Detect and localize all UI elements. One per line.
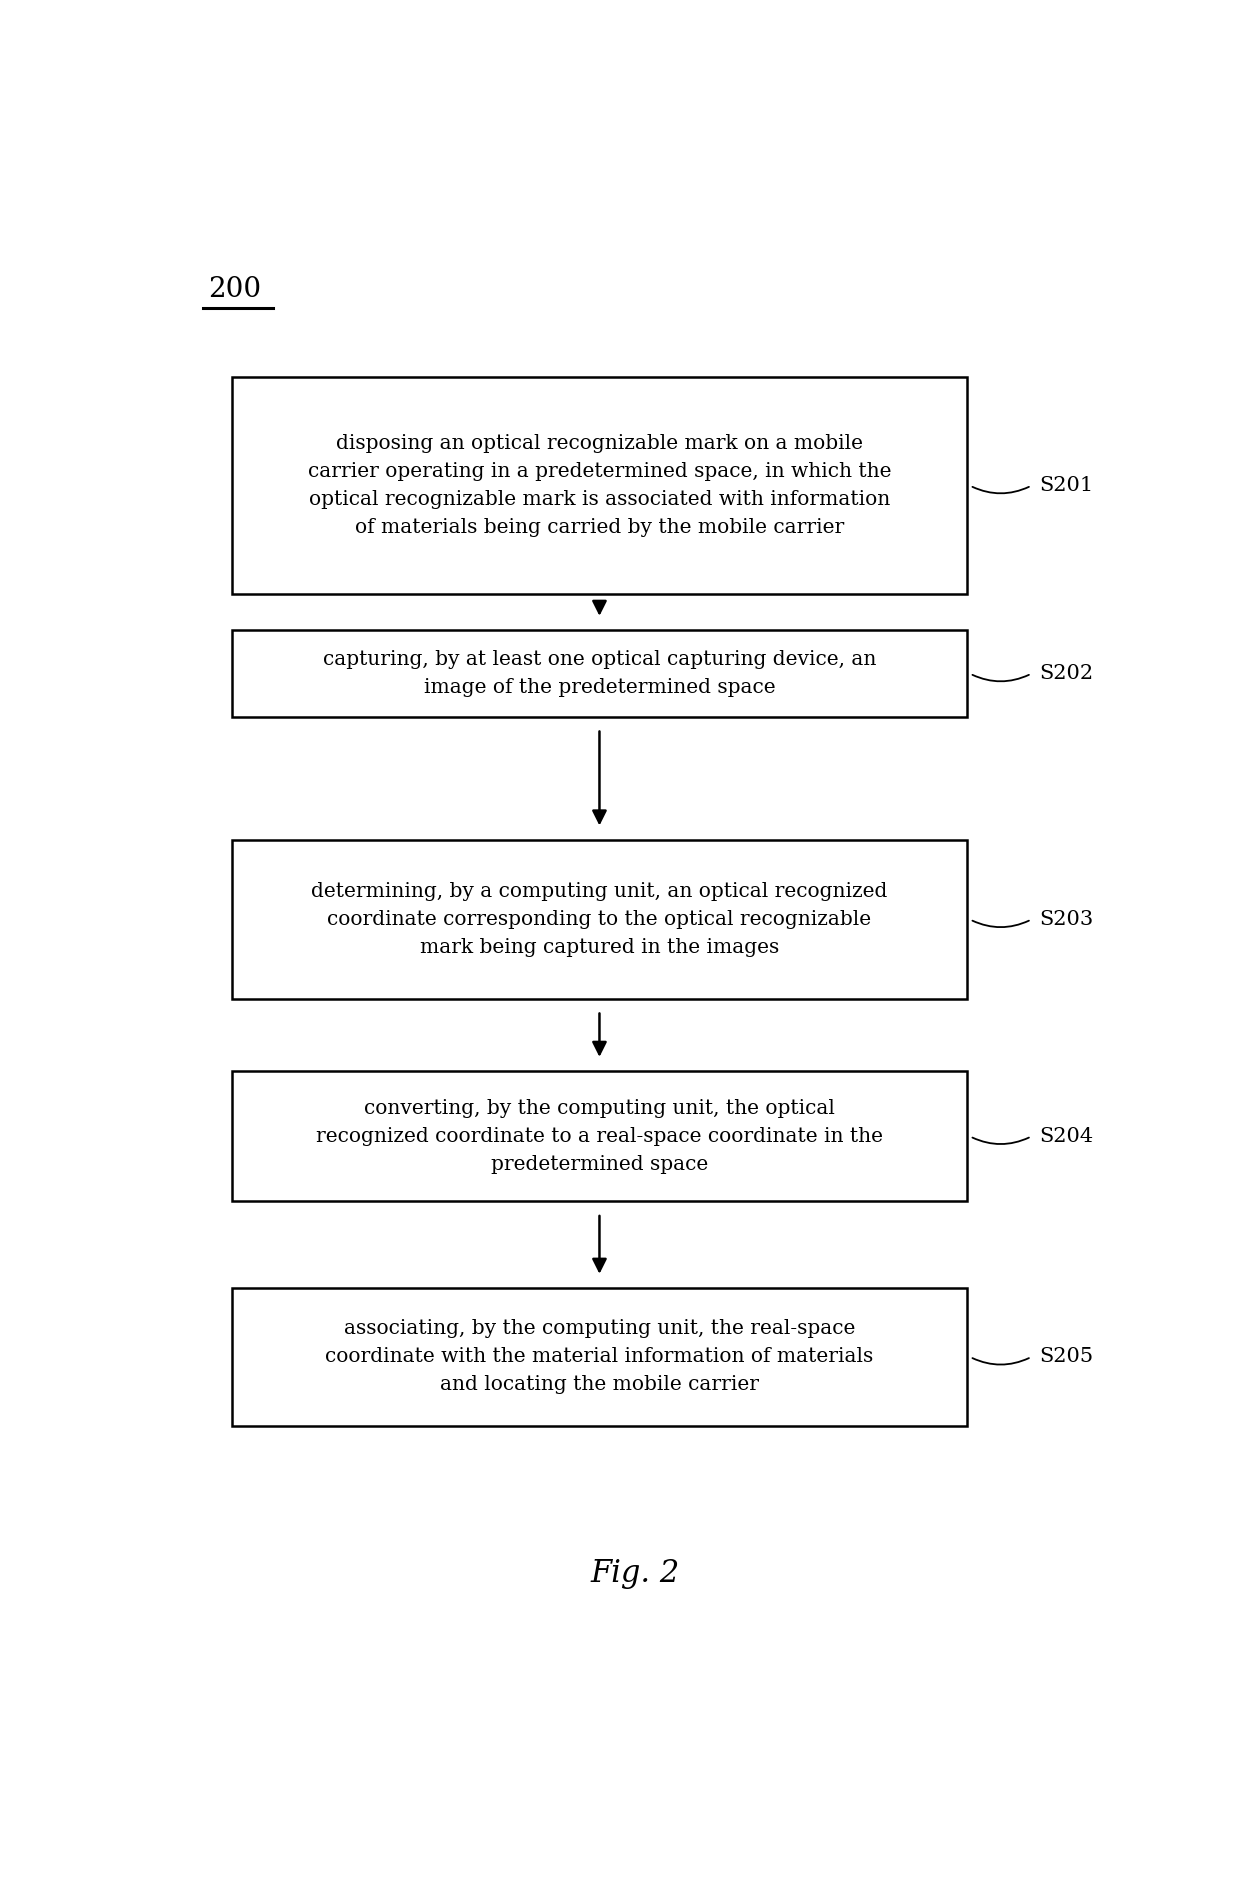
- Text: S205: S205: [1039, 1347, 1094, 1367]
- Bar: [232, 631, 967, 717]
- Text: 200: 200: [208, 276, 260, 302]
- Text: converting, by the computing unit, the optical
recognized coordinate to a real-s: converting, by the computing unit, the o…: [316, 1099, 883, 1174]
- Text: S203: S203: [1039, 911, 1094, 930]
- Bar: [232, 377, 967, 593]
- Text: disposing an optical recognizable mark on a mobile
carrier operating in a predet: disposing an optical recognizable mark o…: [308, 434, 892, 537]
- Text: capturing, by at least one optical capturing device, an
image of the predetermin: capturing, by at least one optical captu…: [322, 650, 877, 697]
- Text: Fig. 2: Fig. 2: [591, 1557, 680, 1589]
- Bar: [232, 1070, 967, 1202]
- Text: S204: S204: [1039, 1127, 1094, 1146]
- Text: associating, by the computing unit, the real-space
coordinate with the material : associating, by the computing unit, the …: [325, 1320, 874, 1393]
- Bar: [232, 839, 967, 999]
- Text: determining, by a computing unit, an optical recognized
coordinate corresponding: determining, by a computing unit, an opt…: [311, 883, 888, 958]
- Text: S202: S202: [1039, 665, 1094, 684]
- Bar: [232, 1288, 967, 1425]
- Text: S201: S201: [1039, 477, 1094, 496]
